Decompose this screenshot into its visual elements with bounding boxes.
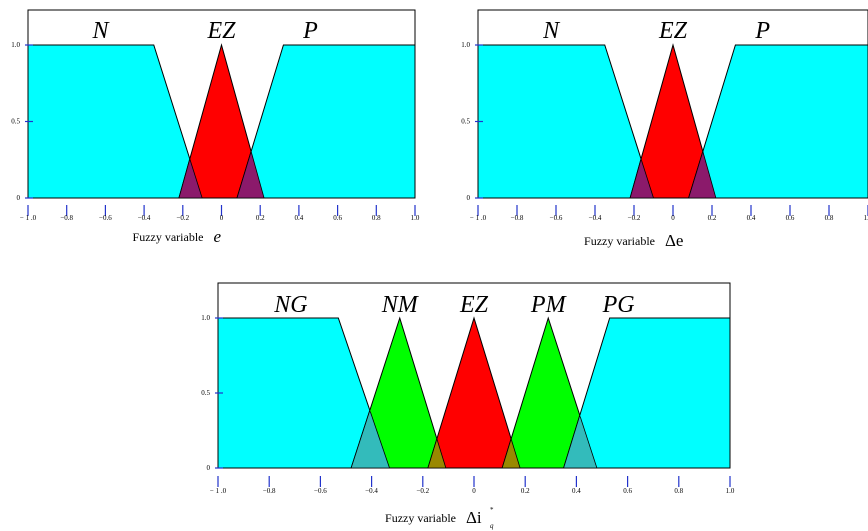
x-axis-symbol: e — [214, 227, 222, 246]
y-tick-label: 0 — [467, 194, 471, 202]
membership-ez — [178, 43, 265, 199]
y-tick-label: 0.5 — [11, 118, 20, 126]
membership-pm — [501, 316, 598, 469]
set-label-p: P — [754, 18, 770, 44]
x-tick-label: 0.4 — [295, 214, 304, 222]
membership-n — [27, 44, 203, 199]
x-tick-label: − 1 .0 — [470, 214, 487, 222]
overlap-region — [563, 416, 598, 469]
x-tick-label: − 1 .0 — [210, 487, 227, 495]
set-label-nm: NM — [381, 292, 420, 318]
x-axis-symbol-sup: * — [490, 506, 494, 514]
x-axis-title: Fuzzy variable — [385, 511, 456, 525]
x-tick-label: 0.6 — [786, 214, 795, 222]
x-tick-label: −0.2 — [416, 487, 429, 495]
x-axis-symbol-sub: q — [490, 522, 494, 530]
y-tick-label: 0 — [17, 194, 21, 202]
y-tick-label: 1.0 — [201, 314, 210, 322]
x-tick-label: −0.4 — [365, 487, 378, 495]
x-axis-symbol: Δi — [466, 508, 482, 527]
membership-p — [687, 44, 868, 199]
set-label-ng: NG — [273, 292, 307, 318]
y-tick-label: 0 — [207, 464, 211, 472]
x-tick-label: −0.6 — [99, 214, 112, 222]
x-tick-label: −0.8 — [511, 214, 524, 222]
overlap-region — [236, 150, 265, 199]
chart-panel-2: − 1 .0 −0.8 −0.6 −0.4 −0.2 0 0.2 0.4 0.6 0.8 1.0 0 0… — [461, 9, 868, 250]
overlap-region — [350, 411, 391, 469]
set-label-ez: EZ — [459, 292, 489, 318]
set-label-p: P — [302, 18, 318, 44]
x-tick-label: − 1 .0 — [20, 214, 37, 222]
x-tick-label: −0.8 — [263, 487, 276, 495]
membership-ez — [629, 43, 717, 199]
overlap-region — [688, 150, 717, 199]
y-tick-label: 1.0 — [11, 41, 20, 49]
x-tick-label: −0.6 — [314, 487, 327, 495]
set-label-ez: EZ — [206, 18, 236, 44]
x-tick-label: 0.4 — [572, 487, 581, 495]
x-tick-label: 0 — [472, 487, 476, 495]
x-tick-label: 0.6 — [333, 214, 342, 222]
chart-panel-1: − 1 .0 −0.8 −0.6 −0.4 −0.2 0 0.2 0.4 0.6 0.8 1.0 0 0… — [11, 9, 420, 246]
overlap-region — [629, 158, 655, 199]
x-tick-label: 0.8 — [825, 214, 834, 222]
y-tick-label: 0.5 — [201, 389, 210, 397]
overlap-region — [427, 437, 447, 469]
x-tick-label: 0 — [671, 214, 675, 222]
membership-ng — [217, 317, 391, 469]
set-label-ez: EZ — [658, 18, 688, 44]
overlap-region — [501, 437, 521, 469]
x-tick-label: 0 — [220, 214, 224, 222]
x-tick-label: −0.6 — [550, 214, 563, 222]
x-tick-label: −0.4 — [138, 214, 151, 222]
x-tick-label: 0.2 — [521, 487, 530, 495]
overlap-region — [178, 158, 203, 199]
x-tick-label: 1.0 — [864, 214, 868, 222]
membership-n — [477, 44, 655, 199]
set-label-n: N — [92, 18, 111, 44]
set-label-n: N — [542, 18, 561, 44]
y-tick-label: 0.5 — [461, 118, 470, 126]
x-tick-label: 1.0 — [411, 214, 420, 222]
set-label-pm: PM — [530, 292, 568, 318]
membership-ez — [427, 316, 521, 469]
x-axis-symbol: Δe — [665, 231, 683, 250]
membership-p — [236, 44, 416, 199]
y-tick-label: 1.0 — [461, 41, 470, 49]
x-tick-label: 1.0 — [726, 487, 735, 495]
x-tick-label: 0.2 — [256, 214, 265, 222]
chart-panel-3: − 1 .0 −0.8 −0.6 −0.4 −0.2 0 0.2 0.4 0.6 0.8 1.0 0 0… — [201, 282, 735, 530]
x-tick-label: 0.8 — [372, 214, 381, 222]
x-tick-label: −0.4 — [589, 214, 602, 222]
set-label-pg: PG — [602, 292, 635, 318]
x-tick-label: 0.4 — [747, 214, 756, 222]
x-axis-title: Fuzzy variable — [584, 234, 655, 248]
x-tick-label: 0.6 — [623, 487, 632, 495]
membership-pg — [562, 317, 731, 469]
x-tick-label: 0.8 — [674, 487, 683, 495]
x-tick-label: −0.2 — [628, 214, 641, 222]
x-tick-label: −0.8 — [60, 214, 73, 222]
x-tick-label: 0.2 — [708, 214, 717, 222]
x-axis-title: Fuzzy variable — [133, 230, 204, 244]
x-tick-label: −0.2 — [176, 214, 189, 222]
